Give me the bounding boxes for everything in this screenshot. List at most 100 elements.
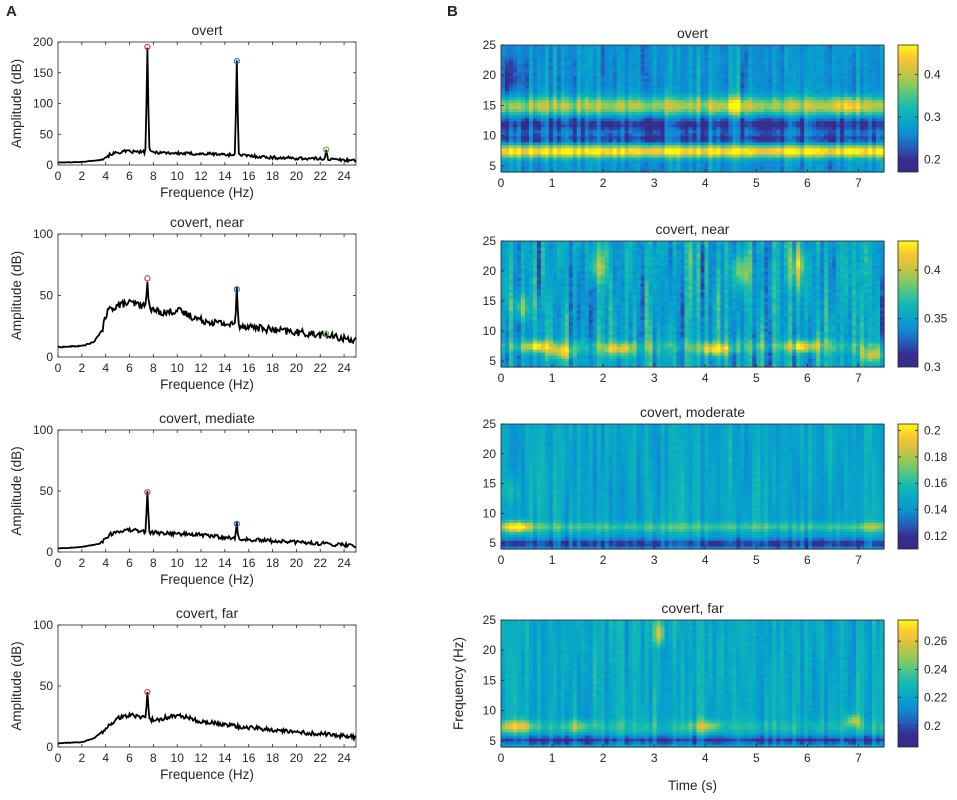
- heatmap-cell: [560, 117, 566, 122]
- heatmap-cell: [564, 126, 570, 131]
- heatmap-cell: [608, 123, 614, 128]
- heatmap-cell: [660, 168, 666, 173]
- heatmap-cell: [636, 87, 642, 91]
- heatmap-cell: [612, 120, 618, 125]
- heatmap-cell: [680, 126, 686, 131]
- heatmap-cell: [504, 96, 510, 101]
- heatmap-cell: [700, 102, 706, 107]
- heatmap-cell: [720, 114, 726, 119]
- heatmap-cell: [504, 153, 510, 158]
- heatmap-cell: [692, 141, 698, 146]
- plot-title: overt: [677, 25, 708, 41]
- x-tick-label: 4: [102, 169, 109, 183]
- heatmap-cell: [564, 150, 570, 155]
- heatmap-cell: [536, 90, 542, 94]
- heatmap-cell: [804, 45, 809, 49]
- heatmap-cell: [512, 135, 518, 140]
- heatmap-cell: [540, 75, 546, 79]
- heatmap-cell: [656, 123, 662, 128]
- heatmap-cell: [668, 105, 674, 110]
- heatmap-cell: [552, 105, 558, 110]
- heatmap-cell: [524, 45, 530, 49]
- heatmap-cell: [736, 93, 741, 97]
- heatmap-cell: [600, 165, 606, 170]
- heatmap-cell: [652, 153, 658, 158]
- heatmap-cell: [636, 159, 642, 164]
- heatmap-cell: [720, 147, 726, 152]
- heatmap-cell: [552, 84, 558, 88]
- heatmap-cell: [660, 69, 666, 73]
- heatmap-cell: [544, 111, 550, 116]
- heatmap-cell: [732, 102, 737, 107]
- heatmap-cell: [656, 66, 662, 70]
- heatmap-cell: [584, 54, 590, 58]
- peak-marker-15hz: [233, 286, 240, 293]
- heatmap-cell: [640, 54, 646, 58]
- heatmap-cell: [552, 78, 558, 82]
- heatmap-cell: [784, 45, 789, 49]
- heatmap-cell: [732, 87, 737, 91]
- heatmap-cell: [520, 123, 526, 128]
- heatmap-cell: [544, 63, 550, 67]
- heatmap-cell: [648, 162, 654, 167]
- y-axis-label: Amplitude (dB): [9, 641, 24, 730]
- heatmap-cell: [736, 156, 741, 161]
- heatmap-cell: [668, 117, 674, 122]
- heatmap-cell: [740, 99, 745, 104]
- heatmap-cell: [712, 123, 718, 128]
- heatmap-cell: [564, 102, 570, 107]
- heatmap-cell: [832, 45, 837, 49]
- heatmap-cell: [692, 105, 698, 110]
- heatmap-cell: [672, 54, 678, 58]
- heatmap-cell: [536, 117, 542, 122]
- heatmap-cell: [664, 150, 670, 155]
- heatmap-cell: [620, 105, 626, 110]
- heatmap-cell: [516, 159, 522, 164]
- heatmap-cell: [620, 102, 626, 107]
- x-tick-label: 0: [55, 169, 62, 183]
- heatmap-cell: [596, 159, 602, 164]
- heatmap-cell: [644, 105, 650, 110]
- heatmap-cell: [516, 69, 522, 73]
- heatmap-cell: [572, 123, 578, 128]
- heatmap-cell: [624, 90, 630, 94]
- heatmap-cell: [596, 141, 602, 146]
- heatmap-cell: [744, 87, 749, 91]
- heatmap-cell: [700, 78, 706, 82]
- heatmap-cell: [716, 84, 722, 88]
- heatmap-cell: [560, 141, 566, 146]
- heatmap-cell: [548, 111, 554, 116]
- heatmap-cell: [744, 102, 749, 107]
- heatmap-cell: [552, 135, 558, 140]
- heatmap-cell: [712, 105, 718, 110]
- heatmap-cell: [520, 105, 526, 110]
- heatmap-cell: [640, 96, 646, 101]
- heatmap-cell: [620, 60, 626, 64]
- heatmap-cell: [652, 144, 658, 149]
- heatmap-cell: [556, 114, 562, 119]
- heatmap-cell: [524, 132, 530, 137]
- heatmap-cell: [744, 45, 749, 49]
- heatmap-cell: [688, 153, 694, 158]
- heatmap-cell: [528, 57, 534, 61]
- heatmap-cell: [552, 117, 558, 122]
- heatmap-cell: [652, 45, 658, 49]
- heatmap-cell: [536, 72, 542, 76]
- heatmap-cell: [520, 78, 526, 82]
- heatmap-cell: [724, 141, 730, 146]
- heatmap-cell: [568, 90, 574, 94]
- heatmap-cell: [572, 60, 578, 64]
- heatmap-cell: [668, 96, 674, 101]
- heatmap-cell: [528, 162, 534, 167]
- heatmap-cell: [596, 60, 602, 64]
- heatmap-cell: [528, 114, 534, 119]
- heatmap-cell: [540, 66, 546, 70]
- heatmap-cell: [568, 99, 574, 104]
- heatmap-cell: [620, 66, 626, 70]
- heatmap-cell: [680, 75, 686, 79]
- heatmap-cell: [612, 150, 618, 155]
- heatmap-cell: [572, 48, 578, 52]
- heatmap-cell: [604, 81, 610, 85]
- heatmap-cell: [552, 87, 558, 91]
- heatmap-cell: [540, 132, 546, 137]
